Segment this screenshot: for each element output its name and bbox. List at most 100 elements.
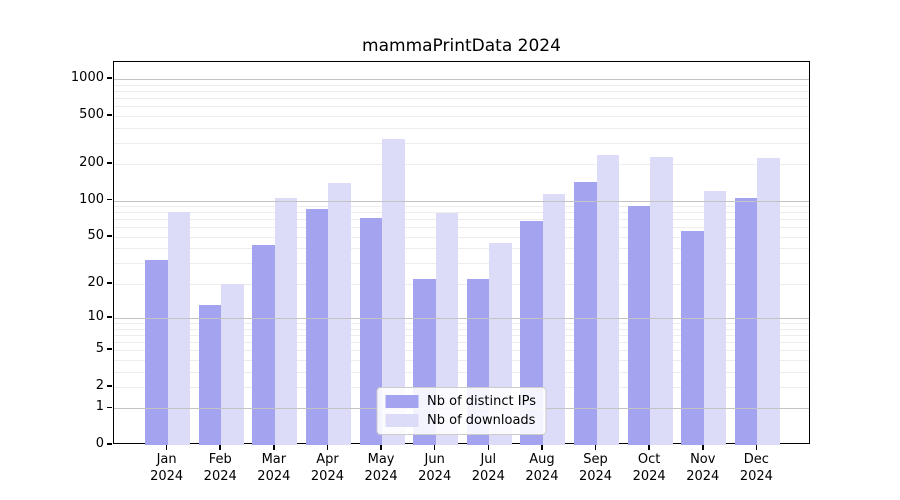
bar-downloads-mar: [274, 198, 298, 445]
x-tick-month: Nov: [690, 452, 716, 467]
x-tick-label: Jun 2024: [403, 451, 467, 485]
x-tick-label: Jul 2024: [456, 451, 520, 485]
y-tick-label: 0: [95, 436, 104, 451]
x-tick: [541, 445, 543, 450]
x-tick-year: 2024: [739, 469, 773, 484]
x-tick-year: 2024: [418, 469, 452, 484]
y-tick-label: 500: [79, 106, 104, 122]
legend-swatch-distinct-ips: [385, 395, 419, 408]
y-tick-label: 10: [87, 309, 104, 325]
y-tick: [107, 198, 112, 201]
y-tick: [107, 162, 112, 164]
x-tick-month: Oct: [637, 452, 661, 467]
plot-area: Nb of distinct IPs Nb of downloads: [113, 61, 810, 445]
bar-downloads-apr: [328, 183, 351, 445]
gridline-minor: [114, 323, 809, 325]
gridline-minor: [114, 283, 809, 285]
gridline-minor: [114, 206, 809, 208]
legend-entry-downloads: Nb of downloads: [385, 413, 536, 428]
gridline-major: [114, 318, 809, 320]
bar-distinct-ips-dec: [734, 198, 758, 445]
legend-swatch-downloads: [385, 414, 419, 427]
gridline-minor: [114, 371, 809, 373]
bar-downloads-aug: [542, 194, 566, 445]
gridline-minor: [114, 227, 809, 229]
x-tick-label: Oct 2024: [617, 451, 681, 485]
x-tick-year: 2024: [471, 469, 505, 484]
bar-distinct-ips-oct: [627, 206, 651, 445]
x-tick-year: 2024: [257, 469, 291, 484]
gridline-minor: [114, 106, 809, 108]
y-tick: [107, 348, 112, 350]
gridline-minor: [114, 212, 809, 214]
x-tick-year: 2024: [150, 469, 184, 484]
y-tick: [107, 235, 112, 237]
gridline-minor: [114, 236, 809, 238]
x-tick-year: 2024: [310, 469, 344, 484]
gridline-minor: [114, 350, 809, 352]
x-tick-month: Jun: [424, 452, 445, 467]
x-tick-label: Feb 2024: [188, 451, 252, 485]
y-tick: [107, 406, 112, 409]
x-tick: [219, 445, 221, 450]
gridline-major: [114, 200, 809, 202]
y-tick-label: 5: [95, 341, 104, 357]
gridline-minor: [114, 219, 809, 221]
x-tick-month: Feb: [208, 452, 232, 467]
y-tick: [107, 282, 112, 284]
x-tick-year: 2024: [578, 469, 613, 484]
x-tick-year: 2024: [203, 469, 237, 484]
bar-downloads-nov: [703, 191, 727, 445]
y-tick: [107, 316, 112, 318]
bar-distinct-ips-sep: [574, 181, 597, 445]
bar-downloads-jan: [167, 211, 191, 445]
y-tick-label: 20: [87, 274, 104, 290]
major-gridlines-layer: [114, 62, 809, 443]
x-tick-month: Mar: [261, 452, 287, 467]
bar-distinct-ips-jan: [145, 259, 168, 445]
gridline-minor: [114, 142, 809, 144]
bar-downloads-oct: [650, 156, 673, 445]
x-tick: [165, 445, 168, 450]
x-tick: [487, 445, 490, 450]
x-tick-month: May: [367, 452, 395, 467]
legend-entry-distinct-ips: Nb of distinct IPs: [385, 394, 536, 409]
x-tick: [273, 445, 275, 450]
minor-gridlines-layer: [114, 62, 809, 443]
bar-distinct-ips-apr: [305, 209, 329, 445]
legend: Nb of distinct IPs Nb of downloads: [376, 387, 547, 435]
x-tick-month: Dec: [743, 452, 769, 467]
x-tick-year: 2024: [525, 469, 559, 484]
bar-distinct-ips-feb: [198, 305, 222, 445]
gridline-minor: [114, 334, 809, 336]
y-tick: [107, 77, 112, 79]
gridline-minor: [114, 263, 809, 265]
x-tick: [648, 445, 650, 450]
gridline-minor: [114, 164, 809, 166]
gridline-minor: [114, 98, 809, 100]
x-tick: [702, 445, 704, 450]
gridline-minor: [114, 359, 809, 361]
x-tick-label: Nov 2024: [671, 451, 735, 485]
y-tick-label: 100: [79, 191, 104, 207]
bar-downloads-feb: [221, 283, 244, 445]
x-tick-label: Aug 2024: [510, 451, 574, 485]
y-tick: [107, 443, 112, 445]
x-tick-label: Mar 2024: [242, 451, 306, 485]
y-tick: [107, 385, 112, 387]
bar-distinct-ips-mar: [252, 244, 275, 445]
gridline-minor: [114, 341, 809, 343]
y-tick: [107, 114, 112, 116]
gridline-minor: [114, 115, 809, 117]
y-tick-label: 50: [87, 227, 104, 243]
bar-downloads-sep: [596, 154, 620, 445]
gridline-minor: [114, 127, 809, 129]
x-tick-month: Jul: [480, 452, 497, 467]
chart-title: mammaPrintData 2024: [362, 36, 561, 56]
x-tick-month: Aug: [529, 452, 555, 467]
x-tick-month: Sep: [583, 452, 608, 467]
x-tick-month: Apr: [316, 452, 339, 467]
x-tick-month: Jan: [156, 452, 177, 467]
bar-downloads-jun: [435, 213, 459, 445]
y-tick-label: 1000: [70, 70, 104, 86]
